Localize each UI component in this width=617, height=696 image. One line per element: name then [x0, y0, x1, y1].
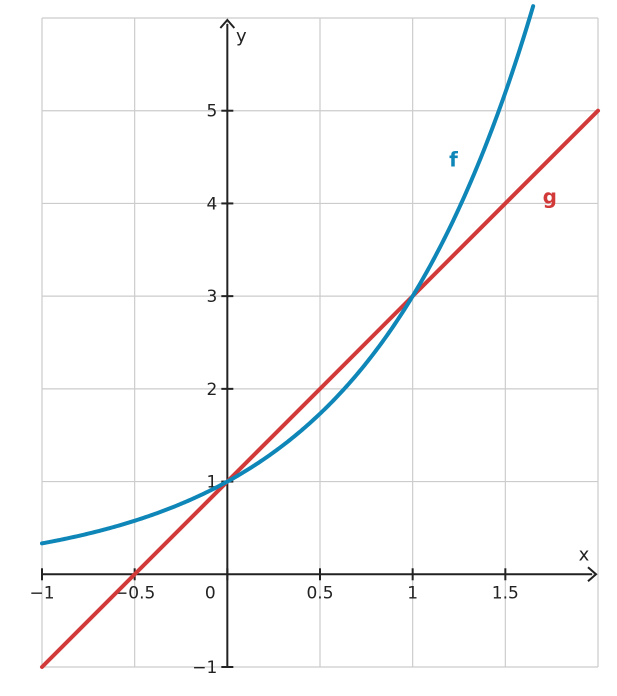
- x-tick-label: −1: [29, 583, 54, 603]
- y-tick-label: 5: [207, 102, 218, 122]
- y-axis-arrow: [219, 18, 236, 29]
- x-tick-label: 1: [407, 583, 418, 603]
- x-tick-label: −0.5: [114, 583, 155, 603]
- y-tick-label: −1: [192, 658, 217, 678]
- series-group: [40, 4, 600, 669]
- ticks: −1 −0.5 0 0.5 1 1.5 −1 1 2 3 4 5: [29, 102, 518, 678]
- series-line-f: [40, 4, 536, 546]
- x-tick-label: 0: [205, 583, 216, 603]
- series-label-g: g: [543, 184, 557, 208]
- x-axis-arrow: [587, 566, 598, 583]
- y-tick-label: 1: [207, 473, 218, 493]
- y-tick-label: 3: [207, 287, 218, 307]
- y-axis-label: y: [236, 26, 247, 47]
- y-tick-label: 2: [207, 380, 218, 400]
- series-line-g: [40, 108, 600, 669]
- x-tick-label: 0.5: [306, 583, 333, 603]
- x-axis-label: x: [579, 544, 590, 565]
- series-label-f: f: [449, 147, 458, 171]
- y-tick-label: 4: [207, 194, 218, 214]
- x-tick-label: 1.5: [492, 583, 519, 603]
